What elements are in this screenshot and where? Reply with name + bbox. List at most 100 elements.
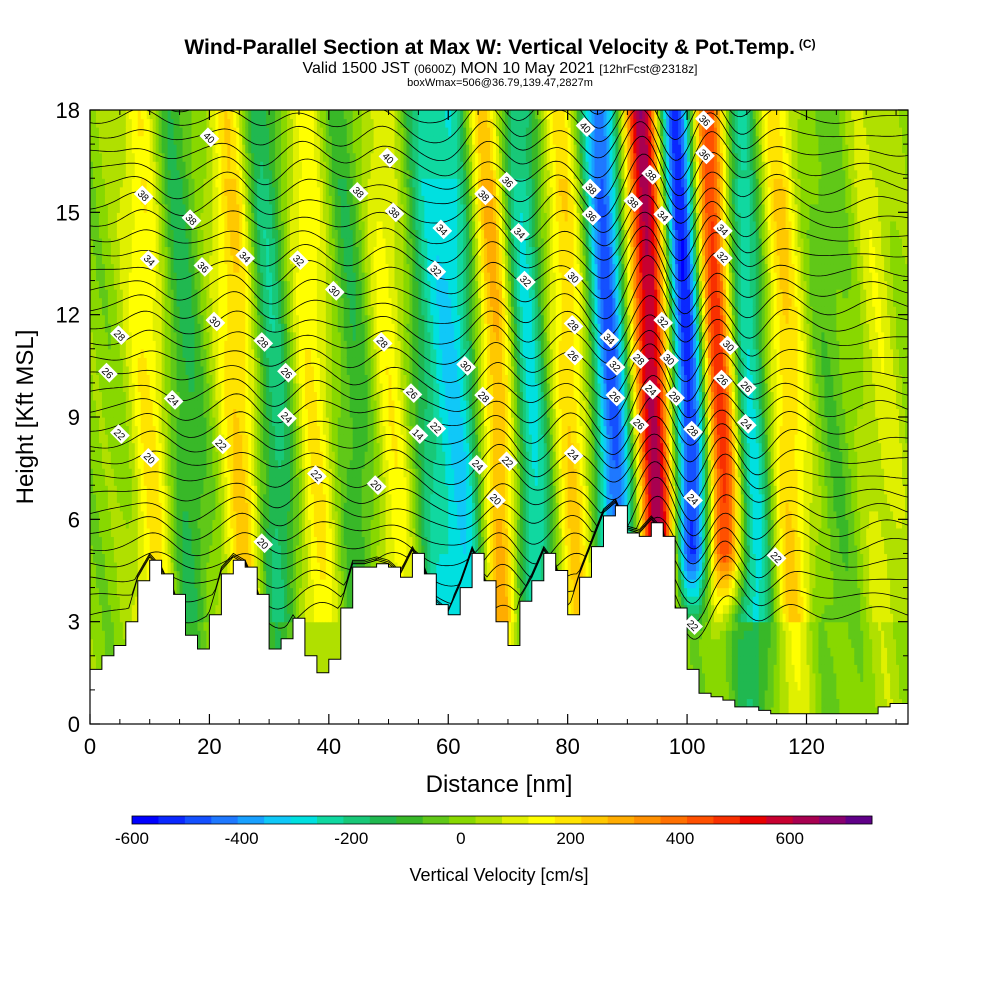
field-cell (92, 127, 97, 137)
field-cell (107, 212, 112, 222)
field-cell (92, 229, 97, 239)
field-cell (104, 254, 109, 265)
field-cell (104, 519, 109, 529)
field-cell (107, 630, 112, 640)
field-cell (98, 570, 103, 580)
field-cell (122, 502, 127, 512)
field-cell (125, 459, 130, 469)
field-cell (98, 272, 103, 282)
field-cell (128, 519, 133, 529)
field-cell (131, 502, 136, 512)
field-cell (119, 553, 124, 563)
field-cell (98, 331, 103, 341)
field-cell (92, 570, 97, 580)
field-cell (90, 493, 94, 503)
field-cell (128, 161, 133, 171)
field-cell (122, 630, 127, 640)
field-cell (131, 425, 136, 435)
field-cell (122, 451, 127, 461)
field-cell (125, 306, 130, 316)
field-cell (95, 621, 100, 631)
field-cell (107, 527, 112, 537)
field-cell (110, 399, 115, 410)
field-cell (101, 331, 106, 341)
field-cell (113, 502, 118, 512)
field-cell (113, 468, 118, 478)
field-cell (95, 630, 100, 640)
field-cell (104, 212, 109, 222)
field-cell (101, 527, 106, 537)
field-cell (119, 587, 124, 597)
field-cell (90, 178, 94, 188)
field-cell (92, 630, 97, 640)
field-cell (101, 459, 106, 469)
field-cell (125, 357, 130, 367)
chart-subtitle: Valid 1500 JST (0600Z) MON 10 May 2021 [… (0, 60, 1000, 78)
field-cell (110, 195, 115, 205)
field-cell (101, 246, 106, 256)
field-cell (98, 561, 103, 572)
field-cell (90, 596, 94, 606)
field-cell (116, 365, 121, 375)
field-cell (128, 289, 133, 299)
field-cell (116, 570, 121, 580)
field-cell (110, 220, 115, 230)
field-cell (95, 493, 100, 503)
field-cell (104, 152, 109, 162)
field-cell (98, 519, 103, 529)
field-cell (101, 587, 106, 597)
field-cell (92, 399, 97, 410)
field-cell (101, 203, 106, 213)
field-cell (125, 502, 130, 512)
field-cell (125, 561, 130, 572)
field-cell (95, 169, 100, 179)
field-cell (104, 323, 109, 333)
field-cell (128, 434, 133, 444)
field-cell (101, 212, 106, 222)
field-cell (131, 613, 136, 623)
field-cell (119, 314, 124, 324)
field-cell (113, 178, 118, 188)
field-cell (128, 408, 133, 418)
field-cell (128, 152, 133, 162)
field-cell (98, 220, 103, 230)
field-cell (131, 417, 136, 427)
field-cell (95, 434, 100, 444)
field-cell (110, 323, 115, 333)
field-cell (113, 451, 118, 461)
field-cell (116, 630, 121, 640)
field-cell (110, 510, 115, 520)
field-cell (107, 417, 112, 427)
field-cell (90, 297, 94, 307)
field-cell (98, 297, 103, 307)
field-cell (122, 544, 127, 555)
field-cell (110, 468, 115, 478)
field-cell (92, 212, 97, 222)
field-cell (104, 306, 109, 316)
field-cell (95, 314, 100, 324)
field-cell (92, 331, 97, 341)
field-cell (101, 476, 106, 486)
field-cell (113, 161, 118, 171)
field-cell (90, 391, 94, 401)
field-cell (128, 135, 133, 145)
field-cell (131, 485, 136, 495)
field-cell (92, 613, 97, 623)
field-cell (98, 527, 103, 537)
field-cell (101, 553, 106, 563)
field-cell (90, 169, 94, 179)
field-cell (98, 630, 103, 640)
field-cell (95, 451, 100, 461)
field-cell (101, 544, 106, 555)
field-cell (116, 152, 121, 162)
field-cell (107, 570, 112, 580)
field-cell (116, 289, 121, 299)
field-cell (98, 127, 103, 137)
field-cell (101, 570, 106, 580)
field-cell (116, 596, 121, 606)
field-cell (104, 203, 109, 213)
field-cell (131, 331, 136, 341)
field-cell (90, 212, 94, 222)
field-cell (92, 596, 97, 606)
